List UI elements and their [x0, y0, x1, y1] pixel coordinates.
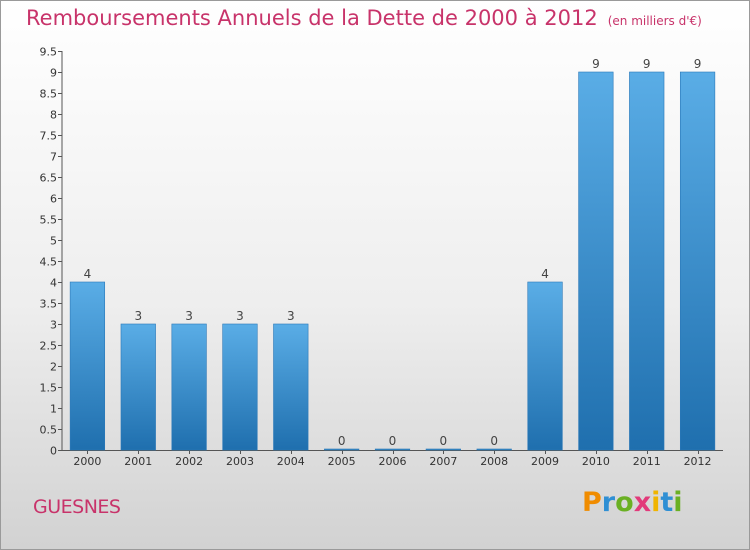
- commune-name: GUESNES: [33, 496, 121, 518]
- y-tick-label: 7.5: [40, 130, 58, 143]
- chart-title-unit: (en milliers d'€): [607, 14, 702, 28]
- data-label: 0: [440, 434, 448, 448]
- x-tick-label: 2000: [73, 455, 101, 468]
- y-tick-label: 3: [50, 319, 57, 332]
- logo-letter: i: [673, 487, 683, 518]
- data-label: 3: [185, 309, 193, 323]
- y-tick-label: 7: [50, 151, 57, 164]
- x-tick-label: 2002: [175, 455, 203, 468]
- data-label: 0: [338, 434, 346, 448]
- data-label: 9: [694, 57, 702, 71]
- y-tick-label: 1: [50, 403, 57, 416]
- bar: [69, 281, 106, 451]
- data-label: 9: [592, 57, 600, 71]
- data-label: 0: [490, 434, 498, 448]
- y-tick-label: 0: [50, 445, 57, 458]
- x-tick-label: 2010: [582, 455, 610, 468]
- y-tick-label: 4.5: [40, 256, 58, 269]
- chart-labels: 4 3 3 3 3 0 0 0 0 4 9 9 9: [84, 57, 702, 448]
- y-tick-label: 0.5: [40, 424, 58, 437]
- data-label: 3: [134, 309, 142, 323]
- y-tick-label: 2: [50, 361, 57, 374]
- bar: [374, 448, 411, 451]
- data-label: 4: [84, 267, 92, 281]
- data-label: 9: [643, 57, 651, 71]
- bar: [476, 448, 512, 451]
- y-tick-label: 5: [50, 235, 57, 248]
- x-tick-label: 2003: [226, 455, 254, 468]
- y-tick-label: 9: [50, 67, 57, 80]
- y-tick-label: 3.5: [40, 298, 58, 311]
- chart-title-main: Remboursements Annuels de la Dette de 20…: [26, 6, 598, 30]
- chart-axes: 0 0.5 1 1.5 2 2.5 3 3.5 4 4.5 5 5.5 6 6.5 7 7.5 8 8.5 9 9.5…: [40, 46, 723, 468]
- x-tick-label: 2001: [124, 455, 152, 468]
- y-tick-label: 2.5: [40, 340, 58, 353]
- bar: [171, 323, 207, 451]
- proxiti-logo: Proxiti: [582, 487, 683, 518]
- logo-letter: x: [633, 487, 652, 518]
- bar: [578, 71, 614, 451]
- data-label: 3: [287, 309, 295, 323]
- data-label: 0: [389, 434, 397, 448]
- data-label: 4: [541, 267, 549, 281]
- bar: [222, 323, 258, 451]
- y-tick-label: 1.5: [40, 382, 58, 395]
- x-tick-label: 2008: [480, 455, 508, 468]
- bar: [425, 448, 461, 451]
- x-tick-label: 2005: [328, 455, 356, 468]
- y-tick-label: 4: [50, 277, 57, 290]
- bar: [679, 71, 716, 451]
- data-label: 3: [236, 309, 244, 323]
- bar: [324, 448, 360, 451]
- x-tick-label: 2011: [633, 455, 661, 468]
- chart-bars: [69, 71, 716, 451]
- chart-title: Remboursements Annuels de la Dette de 20…: [26, 6, 702, 30]
- y-tick-label: 6.5: [40, 172, 58, 185]
- x-tick-label: 2009: [531, 455, 559, 468]
- x-tick-label: 2004: [277, 455, 305, 468]
- logo-letter: t: [660, 487, 674, 518]
- bar: [120, 323, 156, 451]
- y-tick-label: 5.5: [40, 214, 58, 227]
- bar: [629, 71, 665, 451]
- bar: [273, 323, 309, 451]
- y-tick-label: 8.5: [40, 88, 58, 101]
- bar: [527, 281, 563, 451]
- y-tick-label: 8: [50, 109, 57, 122]
- logo-letter: P: [582, 487, 602, 518]
- logo-letter: i: [651, 487, 661, 518]
- y-tick-label: 6: [50, 193, 57, 206]
- y-tick-label: 9.5: [40, 46, 58, 59]
- logo-letter: r: [601, 487, 616, 518]
- x-tick-label: 2006: [379, 455, 407, 468]
- x-tick-label: 2007: [429, 455, 457, 468]
- logo-letter: o: [615, 487, 634, 518]
- x-tick-label: 2012: [684, 455, 712, 468]
